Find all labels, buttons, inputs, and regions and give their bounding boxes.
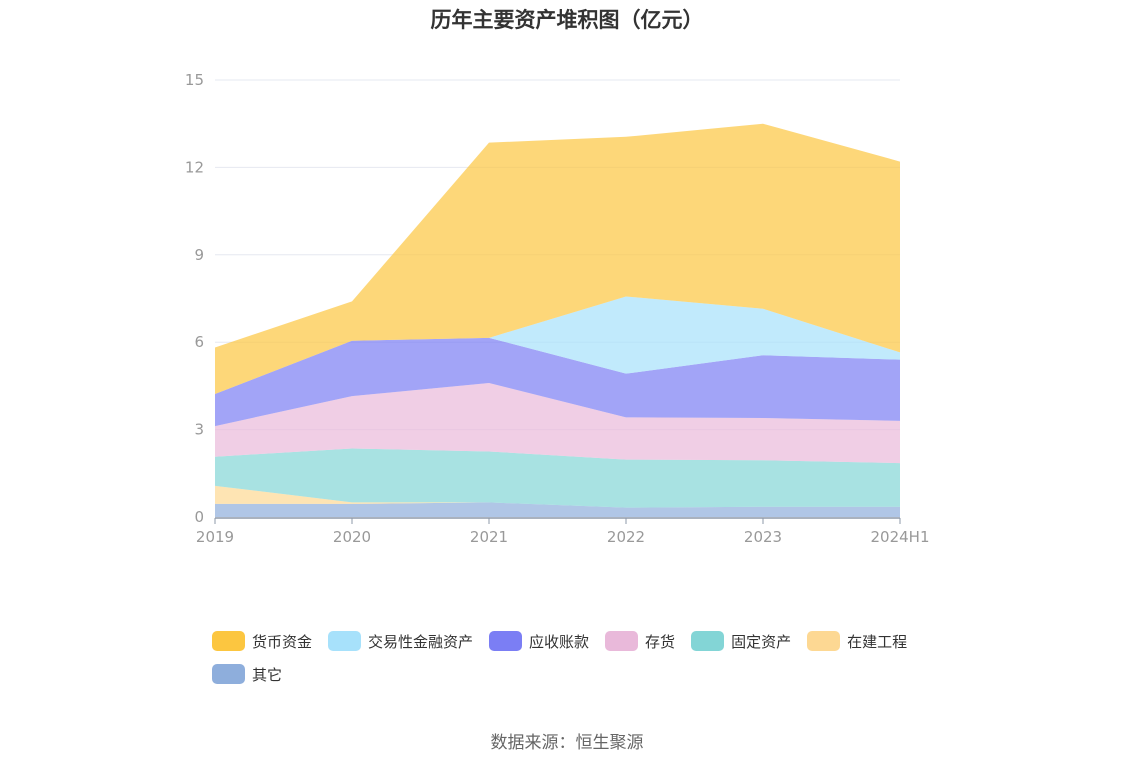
- legend-item[interactable]: 货币资金: [212, 630, 312, 652]
- area-series-5: [215, 296, 900, 395]
- legend-item[interactable]: 存货: [605, 630, 675, 652]
- legend-label: 交易性金融资产: [368, 632, 474, 651]
- legend-item[interactable]: 在建工程: [807, 630, 907, 652]
- chart-legend: 货币资金 交易性金融资产 应收账款 存货 固定资产 在建工程其它: [212, 630, 952, 685]
- y-tick-label: 0: [194, 508, 204, 526]
- legend-swatch: [489, 631, 523, 651]
- y-tick-label: 9: [194, 246, 204, 264]
- y-tick-label: 12: [185, 158, 204, 176]
- legend-label: 存货: [645, 632, 676, 651]
- legend-swatch: [212, 631, 245, 651]
- legend-label: 应收账款: [529, 632, 590, 651]
- x-tick-label: 2024H1: [871, 528, 930, 546]
- area-series-2: [215, 448, 900, 508]
- legend-swatch: [605, 631, 639, 651]
- legend-item[interactable]: 应收账款: [489, 630, 589, 652]
- x-tick-label: 2019: [196, 528, 234, 546]
- legend-swatch: [691, 631, 725, 651]
- legend-item[interactable]: 固定资产: [691, 630, 791, 652]
- legend-swatch: [807, 631, 841, 651]
- legend-label: 在建工程: [847, 632, 908, 651]
- area-series-3: [215, 382, 900, 464]
- chart-title: 历年主要资产堆积图（亿元）: [430, 8, 704, 32]
- legend-swatch: [328, 631, 362, 651]
- y-tick-label: 15: [185, 71, 204, 89]
- legend-label: 其它: [252, 665, 283, 684]
- chart-plot: 0 3 6 9 12 15 2019 2020 2021 2022 2023 2024H1: [185, 71, 930, 546]
- legend-item[interactable]: 其它: [212, 663, 282, 685]
- legend-swatch: [212, 664, 245, 684]
- legend-label: 货币资金: [252, 632, 313, 651]
- legend-label: 固定资产: [731, 632, 792, 651]
- area-series-6: [215, 123, 900, 395]
- data-source: 数据来源：恒生聚源: [490, 733, 644, 753]
- legend-item[interactable]: 交易性金融资产: [328, 630, 473, 652]
- y-tick-label: 6: [194, 333, 204, 351]
- x-tick-label: 2021: [470, 528, 508, 546]
- x-tick-label: 2022: [607, 528, 645, 546]
- x-tick-label: 2020: [333, 528, 371, 546]
- area-series-0: [215, 502, 900, 517]
- y-tick-label: 3: [194, 421, 204, 439]
- x-tick-label: 2023: [744, 528, 782, 546]
